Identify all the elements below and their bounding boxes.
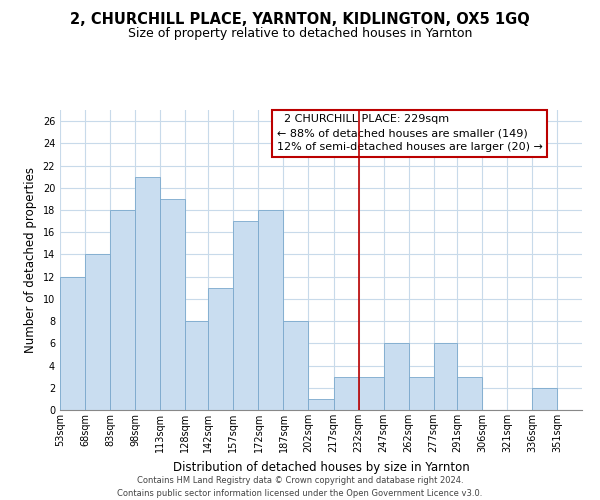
Bar <box>532 388 557 410</box>
X-axis label: Distribution of detached houses by size in Yarnton: Distribution of detached houses by size … <box>173 460 469 473</box>
Bar <box>383 344 409 410</box>
Bar <box>409 376 434 410</box>
Text: 2, CHURCHILL PLACE, YARNTON, KIDLINGTON, OX5 1GQ: 2, CHURCHILL PLACE, YARNTON, KIDLINGTON,… <box>70 12 530 28</box>
Bar <box>208 288 233 410</box>
Y-axis label: Number of detached properties: Number of detached properties <box>24 167 37 353</box>
Bar <box>259 210 283 410</box>
Bar <box>233 221 259 410</box>
Text: 2 CHURCHILL PLACE: 229sqm
← 88% of detached houses are smaller (149)
12% of semi: 2 CHURCHILL PLACE: 229sqm ← 88% of detac… <box>277 114 542 152</box>
Bar <box>457 376 482 410</box>
Bar <box>308 399 334 410</box>
Bar <box>359 376 383 410</box>
Bar <box>110 210 135 410</box>
Bar <box>283 321 308 410</box>
Bar <box>434 344 457 410</box>
Bar <box>185 321 208 410</box>
Text: Size of property relative to detached houses in Yarnton: Size of property relative to detached ho… <box>128 28 472 40</box>
Bar <box>160 199 185 410</box>
Bar <box>334 376 359 410</box>
Bar <box>85 254 110 410</box>
Bar <box>60 276 85 410</box>
Bar <box>135 176 160 410</box>
Text: Contains HM Land Registry data © Crown copyright and database right 2024.
Contai: Contains HM Land Registry data © Crown c… <box>118 476 482 498</box>
